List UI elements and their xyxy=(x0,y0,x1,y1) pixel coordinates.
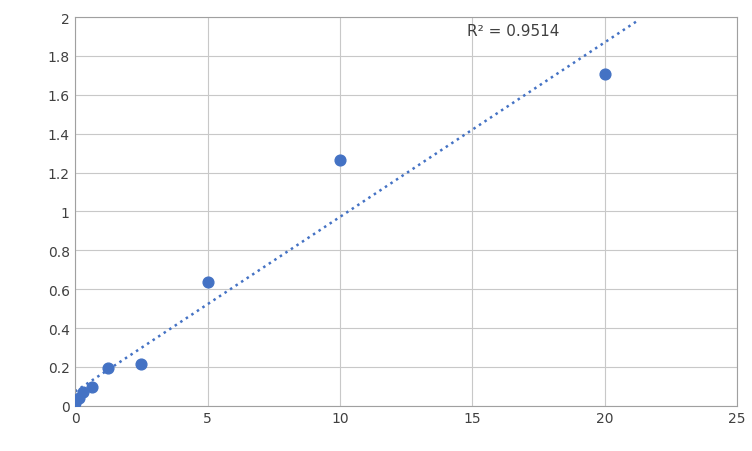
Text: R² = 0.9514: R² = 0.9514 xyxy=(467,24,559,39)
Point xyxy=(86,384,98,391)
Point xyxy=(202,278,214,285)
Point xyxy=(102,364,114,372)
Point xyxy=(77,388,89,396)
Point xyxy=(69,400,81,407)
Point xyxy=(599,71,611,78)
Point xyxy=(334,157,346,164)
Point xyxy=(135,361,147,368)
Point xyxy=(73,394,85,401)
